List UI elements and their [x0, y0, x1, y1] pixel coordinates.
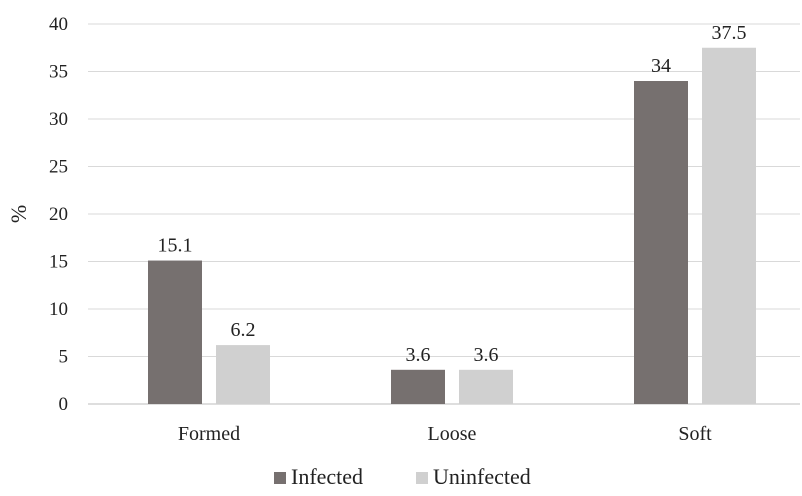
data-label: 15.1	[158, 235, 193, 257]
x-axis-categories: Formed Loose Soft	[178, 423, 712, 445]
y-tick-label: 20	[49, 204, 68, 225]
bars	[148, 47, 756, 404]
x-category-label: Formed	[178, 423, 240, 445]
gridlines	[88, 23, 800, 405]
data-label: 3.6	[406, 344, 431, 366]
bar-infected-loose	[391, 369, 445, 404]
data-labels: 15.1 6.2 3.6 3.6 34 37.5	[158, 22, 747, 366]
y-tick-label: 35	[49, 62, 68, 83]
y-axis-ticks: 0 5 10 15 20 25 30 35 40	[49, 14, 68, 415]
y-axis-label: %	[6, 205, 31, 223]
data-label: 3.6	[474, 344, 499, 366]
y-tick-label: 5	[59, 347, 69, 368]
data-label: 37.5	[712, 22, 747, 44]
y-tick-label: 30	[49, 109, 68, 130]
x-category-label: Soft	[678, 423, 712, 445]
bar-uninfected-formed	[216, 345, 270, 404]
legend-label-infected: Infected	[291, 464, 363, 489]
y-tick-label: 0	[59, 394, 69, 415]
legend: Infected Uninfected	[274, 464, 531, 489]
bar-uninfected-loose	[459, 369, 513, 404]
legend-swatch-infected	[274, 472, 286, 484]
legend-swatch-uninfected	[416, 472, 428, 484]
data-label: 6.2	[231, 319, 256, 341]
bar-infected-formed	[148, 260, 202, 404]
y-tick-label: 15	[49, 252, 68, 273]
data-label: 34	[651, 55, 671, 77]
bar-infected-soft	[634, 81, 688, 404]
bar-uninfected-soft	[702, 47, 756, 404]
y-tick-label: 10	[49, 299, 68, 320]
y-tick-label: 25	[49, 157, 68, 178]
y-tick-label: 40	[49, 14, 68, 35]
legend-label-uninfected: Uninfected	[433, 464, 531, 489]
x-category-label: Loose	[428, 423, 477, 445]
